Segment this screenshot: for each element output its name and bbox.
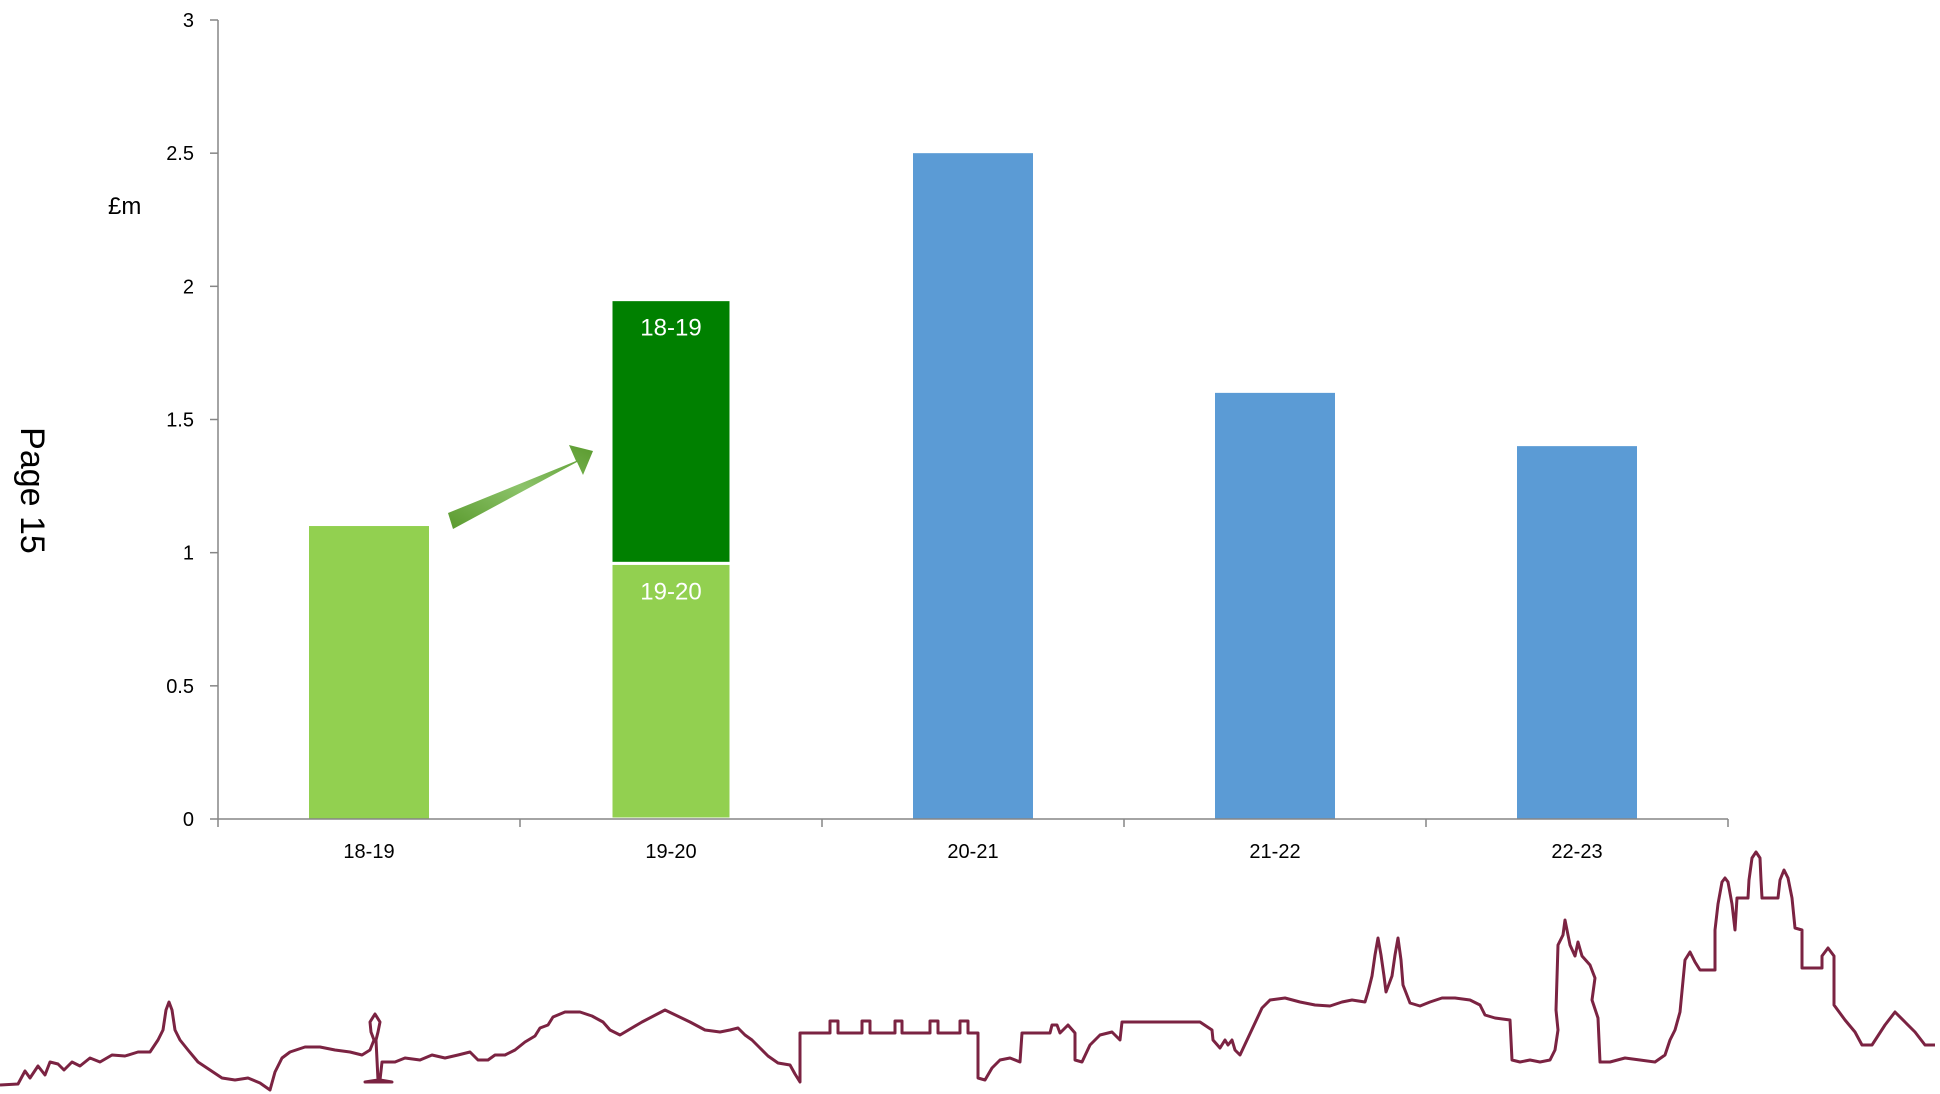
y-tick-label: 3 [183,10,194,32]
bars-layer [309,153,1637,821]
x-tick-label: 19-20 [645,841,696,863]
bar-21-22 [1215,392,1335,819]
x-tick-label: 22-23 [1551,841,1602,863]
x-tick-label: 20-21 [947,841,998,863]
page-number-text: Page 15 [12,426,51,554]
page-number-label: Page 15 [6,400,56,580]
y-tick-label: 2 [183,276,194,298]
segment-label: 19-20 [640,578,701,605]
y-tick-label: 0.5 [166,676,194,698]
y-tick-label: 1.5 [166,410,194,432]
y-unit-label: £m [108,193,141,220]
x-tick-label: 21-22 [1249,841,1300,863]
city-skyline-icon [0,850,1935,1092]
carry-forward-arrow [448,445,593,529]
y-tick-label: 2.5 [166,143,194,165]
y-tick-label: 1 [183,543,194,565]
x-tick-label: 18-19 [343,841,394,863]
labels-layer: 19-20 18-19 0 0.5 1 1.5 2 2.5 3 18-19 19-20 20-21 21… [166,10,1602,863]
bar-19-20-segment-2 [609,298,733,565]
bar-22-23 [1517,446,1637,819]
bar-18-19 [309,526,429,819]
segment-label: 18-19 [640,315,701,342]
y-tick-label: 0 [183,809,194,831]
bar-20-21 [913,153,1033,819]
axis-layer [210,19,1729,827]
bar-19-20-segment-1 [609,561,733,821]
